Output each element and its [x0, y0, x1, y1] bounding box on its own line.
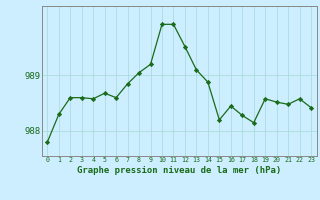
X-axis label: Graphe pression niveau de la mer (hPa): Graphe pression niveau de la mer (hPa): [77, 166, 281, 175]
